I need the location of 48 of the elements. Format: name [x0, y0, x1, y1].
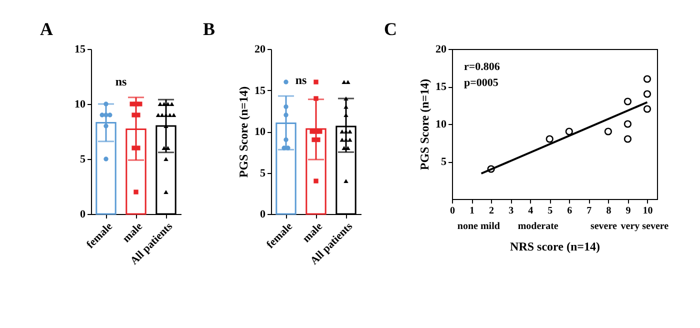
annotation: r=0.806 [464, 61, 500, 73]
point [643, 105, 652, 113]
x-tick-label: 1 [470, 206, 475, 216]
y-axis-title: PGS Score (n=14) [236, 86, 250, 178]
y-tick-label: 15 [436, 81, 447, 93]
y-tick-label: 15 [74, 44, 86, 56]
x-tick-label: male [300, 220, 326, 245]
point [546, 135, 554, 143]
point [487, 165, 495, 173]
text: severe [590, 221, 618, 232]
annotation: ns [115, 74, 127, 88]
y-tick-label: 10 [74, 98, 86, 110]
text: none mild [457, 221, 500, 232]
point [643, 75, 652, 83]
x-tick-label: male [120, 220, 146, 245]
chart-title: C [384, 19, 397, 39]
y-tick-label: 10 [254, 126, 266, 138]
annotation: p=0005 [464, 77, 499, 89]
x-tick-label: 2 [489, 206, 494, 216]
annotation: ns [295, 73, 307, 88]
text: very severe [620, 221, 670, 232]
chart-title: A [40, 19, 53, 39]
y-tick-label: 20 [436, 44, 447, 56]
x-tick-label: 10 [642, 206, 653, 216]
y-tick-label: 10 [436, 118, 447, 130]
point [565, 128, 573, 136]
x-tick-label: 0 [450, 206, 455, 216]
y-tick-label: 20 [254, 44, 266, 56]
x-tick-label: 3 [508, 206, 514, 216]
text: moderate [518, 221, 559, 232]
point [624, 98, 632, 106]
y-tick-label: 15 [254, 84, 266, 97]
y-tick-label: 5 [80, 154, 86, 166]
x-tick-label: 5 [548, 206, 553, 216]
y-tick-label: 5 [260, 167, 266, 180]
point [624, 135, 632, 143]
x-tick-label: 7 [586, 206, 592, 216]
x-tick-label: 8 [606, 206, 612, 216]
point [604, 128, 612, 136]
y-axis-title: PGS Score (n=14) [418, 78, 432, 170]
x-tick-label: 4 [528, 206, 534, 216]
y-tick-label: 5 [441, 156, 447, 168]
point [624, 120, 632, 128]
x-axis-title: NRS score (n=14) [510, 240, 600, 254]
x-tick-label: 6 [567, 206, 572, 216]
x-tick-label: 9 [626, 206, 631, 216]
point [643, 90, 652, 98]
chart-title: B [203, 19, 216, 39]
